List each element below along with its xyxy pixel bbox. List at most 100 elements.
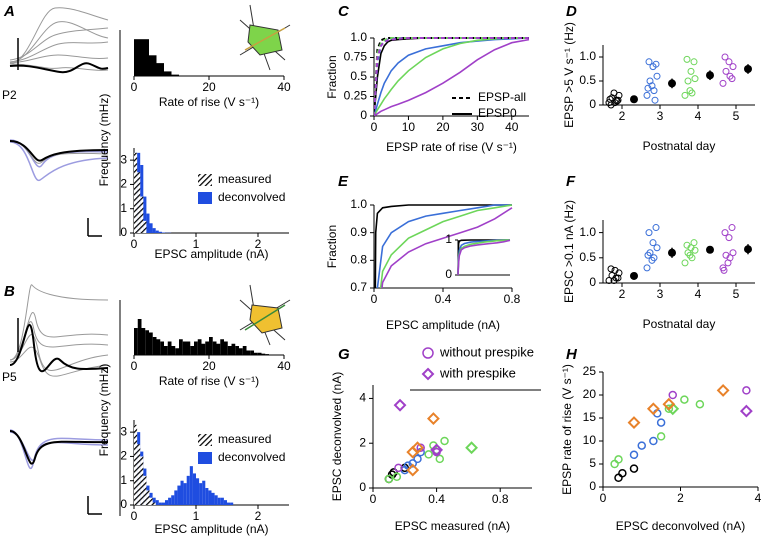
x-tick-label: 1 <box>193 237 200 251</box>
x-axis-label: Rate of rise (V s⁻¹) <box>159 95 259 109</box>
line <box>376 204 512 288</box>
legend-marker <box>422 347 434 359</box>
bar <box>186 341 191 355</box>
bar <box>209 337 213 355</box>
point <box>614 473 623 483</box>
bar <box>227 346 232 355</box>
legend-label: with prespike <box>439 365 516 380</box>
line <box>457 239 511 276</box>
line <box>374 37 529 116</box>
bar <box>217 497 221 505</box>
x-axis-label: Postnatal day <box>643 139 716 153</box>
y-tick-label: 4 <box>359 391 366 405</box>
bar <box>137 444 141 505</box>
bar <box>205 341 209 355</box>
line <box>379 204 513 288</box>
bar <box>183 483 187 505</box>
y-tick-label: 2 <box>120 177 127 191</box>
legend-label: EPSP-all <box>478 90 526 104</box>
x-axis-label: Postnatal day <box>643 317 716 331</box>
bar <box>134 39 142 76</box>
x-tick-label: 40 <box>505 120 519 134</box>
x-tick-label: 5 <box>733 287 740 301</box>
point <box>643 264 651 272</box>
panel-label: H <box>566 346 578 363</box>
panel-label: A <box>3 3 15 20</box>
point <box>695 399 705 409</box>
bar <box>230 502 234 505</box>
legend-label: without prespike <box>439 344 534 359</box>
bar <box>201 343 206 355</box>
bar <box>199 483 203 505</box>
mean-point <box>630 271 638 280</box>
legend-label: measured <box>218 172 271 186</box>
traces-b <box>9 284 109 515</box>
point <box>605 276 613 284</box>
point <box>637 441 646 450</box>
point <box>724 259 732 267</box>
y-tick-label: 1.0 <box>350 30 367 44</box>
point-diamond <box>646 402 660 416</box>
shared-y-label: Frequency (mHz) <box>97 94 111 187</box>
point <box>687 67 695 75</box>
bar <box>179 339 183 355</box>
shared-y-label: Frequency (mHz) <box>97 364 111 457</box>
bar <box>212 341 217 355</box>
bar <box>164 71 172 76</box>
point <box>668 390 677 400</box>
point <box>610 276 618 284</box>
point <box>721 53 729 61</box>
point-diamond <box>427 412 440 426</box>
point <box>690 58 698 66</box>
point <box>424 450 433 459</box>
point <box>611 266 619 274</box>
mean-point <box>706 245 714 254</box>
point-diamond <box>627 416 641 430</box>
bar <box>164 346 168 355</box>
point <box>722 251 730 259</box>
bar <box>141 328 146 355</box>
bar <box>155 230 159 233</box>
y-tick-label: 25 <box>583 364 597 378</box>
bar <box>171 346 176 355</box>
point <box>435 454 445 464</box>
bar <box>224 341 228 355</box>
x-axis-label: EPSC amplitude (nA) <box>154 522 268 536</box>
bar <box>146 213 150 233</box>
neuron-icon-a <box>239 4 291 71</box>
bar <box>242 346 247 355</box>
bar <box>246 350 251 355</box>
bar <box>223 500 227 505</box>
y-tick-label: 1 <box>120 473 127 487</box>
legend-swatch <box>198 174 212 186</box>
point <box>684 77 692 85</box>
bar <box>180 480 184 505</box>
bar <box>152 497 156 505</box>
point <box>683 55 691 63</box>
point <box>719 79 727 87</box>
bar <box>194 341 198 355</box>
trace-label: P5 <box>2 370 17 384</box>
bar <box>250 350 254 355</box>
point <box>416 443 425 452</box>
point <box>610 459 619 469</box>
point <box>649 436 658 446</box>
y-axis-label: EPSP >5 V s⁻¹ (Hz) <box>562 22 576 128</box>
bar <box>134 328 138 355</box>
bar <box>160 341 164 355</box>
bar <box>254 352 258 355</box>
bar <box>141 39 149 76</box>
x-tick-label: 2 <box>255 509 262 523</box>
x-tick-label: 2 <box>619 287 626 301</box>
point <box>618 468 627 478</box>
bar <box>134 424 138 505</box>
point <box>440 436 449 446</box>
x-tick-label: 4 <box>755 491 762 505</box>
point <box>686 87 694 95</box>
bar <box>165 500 169 505</box>
bar <box>196 478 200 505</box>
bar <box>208 490 212 505</box>
bar <box>134 152 138 233</box>
bar <box>161 502 165 505</box>
x-axis-label: EPSC deconvolved (nA) <box>616 519 745 533</box>
